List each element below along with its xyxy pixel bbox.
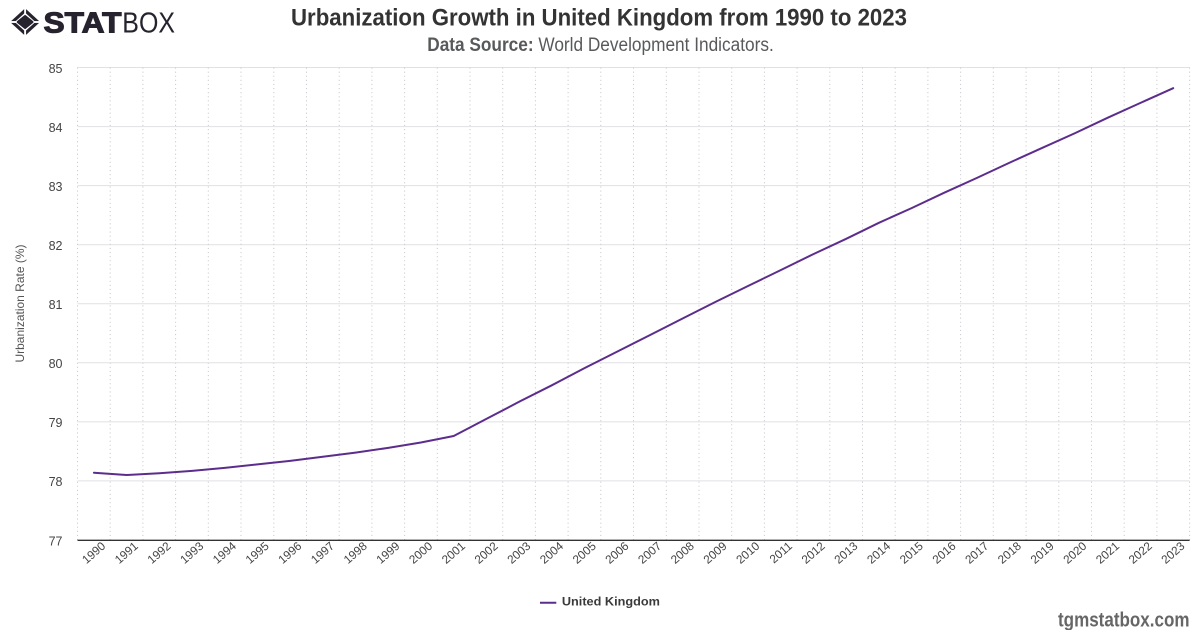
svg-text:Data Source: World Development: Data Source: World Development Indicator…	[427, 35, 774, 56]
svg-text:83: 83	[49, 180, 63, 194]
svg-text:Urbanization Growth in United: Urbanization Growth in United Kingdom fr…	[291, 5, 907, 32]
svg-text:81: 81	[49, 298, 63, 312]
svg-text:84: 84	[49, 121, 63, 135]
svg-text:78: 78	[49, 475, 63, 489]
svg-text:BOX: BOX	[122, 8, 175, 40]
svg-text:85: 85	[49, 62, 63, 76]
svg-text:79: 79	[49, 416, 63, 430]
svg-text:tgmstatbox.com: tgmstatbox.com	[1058, 610, 1190, 631]
svg-text:77: 77	[49, 534, 63, 548]
svg-text:STAT: STAT	[44, 8, 122, 40]
svg-text:Urbanization Rate (%): Urbanization Rate (%)	[13, 244, 27, 362]
svg-text:United Kingdom: United Kingdom	[562, 595, 660, 609]
svg-text:80: 80	[49, 357, 63, 371]
svg-text:82: 82	[49, 239, 63, 253]
